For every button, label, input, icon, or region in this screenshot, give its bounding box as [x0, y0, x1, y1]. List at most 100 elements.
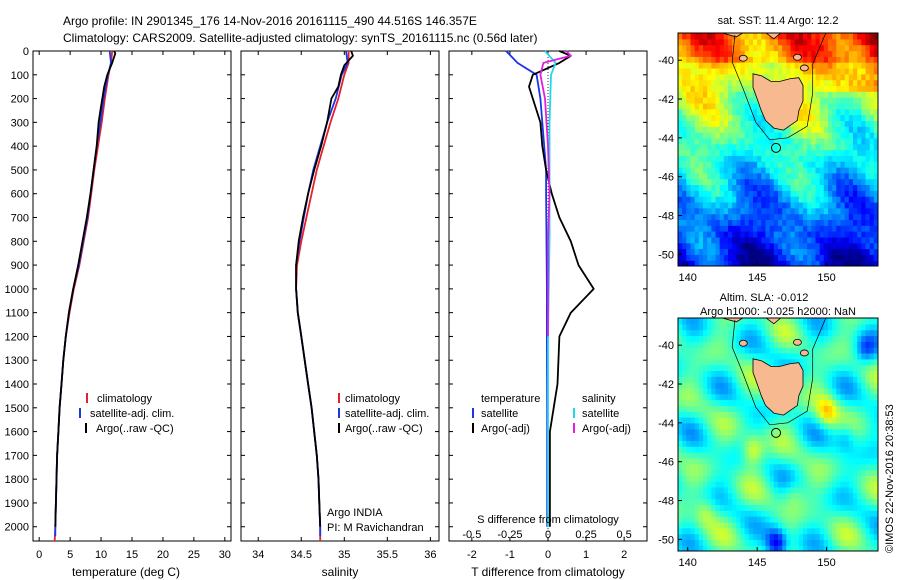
map-cell: [840, 149, 846, 156]
map-cell: [828, 329, 833, 337]
map-cell: [848, 155, 854, 162]
map-cell: [861, 329, 867, 337]
map-cell: [682, 405, 687, 412]
map-cell: [836, 62, 842, 69]
map-cell: [723, 38, 729, 46]
map-cell: [798, 498, 804, 506]
map-cell: [844, 108, 850, 116]
map-cell: [861, 533, 867, 540]
map-cell: [707, 114, 712, 122]
map-cell: [698, 213, 704, 221]
map-cell: [865, 225, 871, 232]
map-cell: [778, 335, 783, 342]
map-cell: [678, 178, 683, 186]
depth-tick-label: 100: [11, 70, 29, 82]
map-cell: [819, 498, 825, 506]
map-cell: [707, 335, 712, 342]
map-cell: [869, 405, 875, 412]
map-cell: [869, 382, 875, 389]
map-cell: [694, 422, 700, 430]
map-cell: [686, 102, 692, 110]
map-cell: [753, 405, 758, 412]
map-cell: [873, 85, 878, 92]
map-cell: [869, 318, 875, 325]
x-tick-label: 0: [545, 549, 551, 561]
map-cell: [853, 358, 858, 366]
map-cell: [840, 213, 846, 221]
map-cell: [836, 463, 842, 471]
map-cell: [861, 132, 867, 139]
map-cell: [823, 132, 829, 139]
map-cell: [840, 533, 846, 540]
map-cell: [728, 411, 733, 418]
map-cell: [848, 97, 854, 104]
map-cell: [740, 231, 746, 238]
map-cell: [873, 172, 878, 180]
map-cell: [690, 510, 696, 517]
map-cell: [703, 521, 708, 529]
map-cell: [711, 120, 717, 127]
map-cell: [736, 481, 742, 488]
map-cell: [682, 161, 687, 168]
map-cell: [819, 172, 825, 180]
map-cell: [769, 225, 775, 232]
map-cell: [815, 411, 821, 418]
map-cell: [711, 463, 717, 471]
map-cell: [832, 219, 837, 226]
map-cell: [869, 149, 875, 156]
map-cell: [844, 225, 850, 232]
map-cell: [786, 411, 792, 418]
map-cell: [857, 50, 862, 57]
map-cell: [853, 475, 858, 482]
map-cell: [844, 481, 850, 488]
map-cell: [740, 387, 746, 395]
map-cell: [723, 370, 729, 377]
map-cell: [715, 376, 721, 383]
map-cell: [678, 201, 683, 209]
map-cell: [828, 44, 833, 52]
map-cell: [807, 382, 812, 389]
map-cell: [765, 73, 771, 81]
map-cell: [836, 114, 842, 122]
map-cell: [836, 370, 842, 377]
map-cell: [832, 446, 837, 453]
map-cell: [778, 463, 783, 471]
map-cell: [715, 434, 721, 441]
map-cell: [761, 248, 767, 255]
map-cell: [798, 521, 804, 529]
map-cell: [873, 516, 878, 523]
map-cell: [869, 498, 875, 506]
map-cell: [865, 539, 871, 546]
map-cell: [765, 417, 771, 424]
map-cell: [873, 254, 878, 261]
map-cell: [678, 475, 683, 482]
map-cell: [811, 225, 817, 232]
map-cell: [782, 539, 787, 546]
map-cell: [757, 510, 762, 517]
map-cell: [786, 318, 792, 325]
map-cell: [740, 399, 746, 407]
map-cell: [757, 335, 762, 342]
map-cell: [778, 539, 783, 546]
map-cell: [732, 167, 737, 174]
map-cell: [732, 108, 737, 116]
map-cell: [748, 108, 754, 116]
map-cell: [853, 405, 858, 412]
map-cell: [748, 475, 754, 482]
map-cell: [807, 446, 812, 453]
map-cell: [803, 213, 808, 221]
map-cell: [694, 155, 700, 162]
map-cell: [798, 161, 804, 168]
map-cell: [698, 172, 704, 180]
map-cell: [707, 422, 712, 430]
map-cell: [719, 411, 725, 418]
map-cell: [778, 498, 783, 506]
map-cell: [711, 492, 717, 500]
map-cell: [861, 225, 867, 232]
map-cell: [694, 44, 700, 52]
map-cell: [836, 318, 842, 325]
series-line-satellite-adj-clim-: [54, 50, 112, 537]
map-cell: [707, 44, 712, 52]
map-cell: [761, 533, 767, 540]
map-cell: [861, 347, 867, 354]
